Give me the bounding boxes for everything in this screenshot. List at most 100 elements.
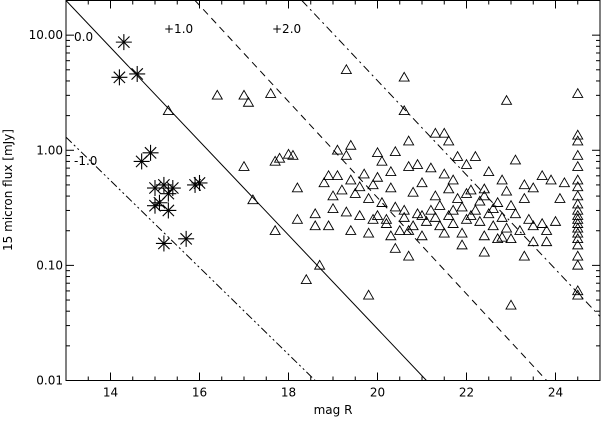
y-axis-title: 15 micron flux [mJy] [1, 129, 15, 251]
triangle-point [398, 71, 410, 82]
triangle-point [358, 168, 370, 179]
triangle-point [300, 273, 313, 284]
triangle-point [505, 299, 517, 310]
triangle-point [518, 179, 531, 190]
triangle-point [429, 211, 442, 222]
asterisk-point [151, 194, 168, 211]
asterisk-point [111, 69, 128, 86]
triangle-point [367, 179, 379, 190]
triangle-point [571, 250, 584, 261]
triangle-point [362, 289, 375, 300]
triangle-point [425, 204, 437, 215]
triangle-point [402, 135, 415, 146]
triangle-point [402, 224, 415, 235]
triangle-point [309, 208, 321, 219]
x-tick-label: 22 [459, 386, 474, 400]
triangle-point [465, 184, 477, 195]
triangle-point [500, 222, 513, 233]
triangle-point [371, 171, 384, 182]
triangle-point [402, 160, 415, 171]
triangle-point [331, 144, 344, 155]
triangle-point [571, 285, 584, 296]
triangle-point [571, 259, 584, 270]
triangle-point [389, 201, 402, 212]
triangle-point [273, 152, 286, 163]
triangle-point [500, 94, 513, 105]
triangle-point [505, 232, 517, 244]
y-tick-label: 10.00 [29, 28, 63, 42]
triangle-point [571, 239, 584, 250]
triangle-point [291, 213, 304, 224]
triangle-point [429, 127, 442, 138]
y-tick-label: 1.00 [36, 143, 63, 157]
triangle-point [478, 190, 491, 201]
triangle-point [474, 215, 486, 226]
triangle-point [322, 220, 335, 231]
triangle-point [491, 196, 504, 207]
triangle-point [527, 182, 540, 193]
triangle-point [393, 224, 406, 235]
triangle-point [362, 227, 375, 238]
triangle-point [438, 168, 451, 179]
triangle-point [371, 209, 384, 220]
triangle-point [478, 246, 491, 257]
triangle-point [438, 127, 451, 138]
triangle-point [571, 135, 584, 146]
triangle-point [451, 192, 464, 203]
triangle-point [345, 224, 357, 235]
triangle-point [438, 227, 451, 238]
triangle-point [371, 146, 384, 158]
triangle-point [571, 129, 584, 140]
triangle-point [478, 230, 491, 241]
triangle-point [527, 235, 540, 247]
y-tick-label: 0.10 [36, 258, 63, 272]
triangle-point [434, 220, 446, 231]
reference-line-label: -1.0 [74, 154, 97, 168]
triangle-point [416, 177, 428, 188]
triangle-point [571, 232, 584, 244]
triangle-point [460, 158, 473, 169]
triangle-point [345, 174, 357, 185]
triangle-point [447, 217, 459, 228]
triangle-point [340, 63, 353, 75]
triangle-point [345, 139, 357, 150]
reference-line-1 [194, 0, 547, 381]
triangle-point [451, 150, 464, 161]
triangle-point [269, 224, 281, 235]
asterisk-point [187, 176, 204, 193]
asterisk-point [142, 144, 159, 161]
triangle-point [291, 182, 304, 193]
triangle-point [545, 174, 557, 185]
x-tick-label: 16 [192, 386, 207, 400]
triangle-point [327, 190, 339, 201]
triangle-point [496, 211, 508, 222]
triangle-point [287, 149, 299, 160]
triangle-point [376, 155, 388, 166]
triangle-point [385, 165, 397, 177]
asterisk-point [147, 197, 163, 214]
triangle-point [380, 213, 393, 224]
triangle-point [447, 174, 459, 185]
triangle-point [505, 199, 517, 210]
triangle-point [367, 213, 379, 224]
asterisk-point [115, 34, 132, 51]
triangle-point [571, 181, 584, 192]
triangle-point [340, 149, 353, 160]
triangle-point [425, 162, 437, 173]
x-tick-label: 24 [548, 386, 563, 400]
triangle-point [523, 213, 535, 224]
triangle-point [407, 220, 419, 231]
triangle-point [456, 201, 468, 212]
triangle-point [242, 96, 255, 107]
triangle-point [322, 169, 335, 181]
triangle-point [362, 192, 375, 203]
triangle-point [238, 89, 250, 100]
triangle-point [162, 104, 175, 116]
reference-line-0 [66, 0, 427, 381]
reference-line-3 [66, 136, 316, 381]
triangle-point [487, 202, 499, 214]
triangle-point [540, 235, 553, 247]
triangle-point [554, 192, 566, 203]
triangle-point [434, 199, 446, 210]
